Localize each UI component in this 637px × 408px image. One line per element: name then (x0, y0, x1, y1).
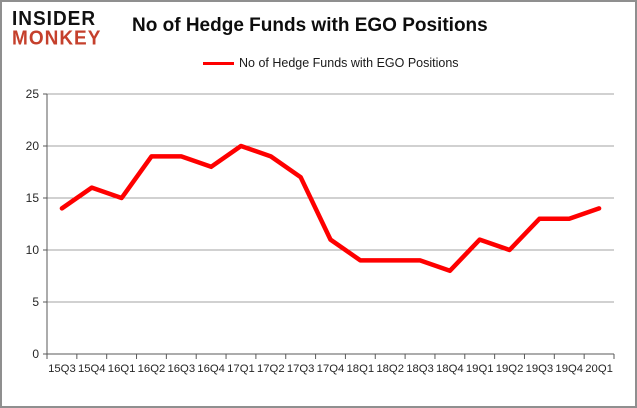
logo-text-insider: INSIDER (12, 7, 97, 30)
x-axis-label: 16Q2 (138, 363, 166, 375)
legend-label: No of Hedge Funds with EGO Positions (239, 56, 459, 70)
logo-text-monkey: MONKEY (12, 27, 102, 50)
x-axis-label: 19Q3 (526, 363, 554, 375)
x-axis-label: 16Q4 (197, 363, 225, 375)
x-axis-label: 19Q1 (466, 363, 494, 375)
y-axis-label: 0 (32, 347, 39, 361)
x-axis-label: 17Q3 (287, 363, 315, 375)
x-axis-label: 16Q1 (108, 363, 136, 375)
legend-line-swatch (203, 61, 234, 65)
insider-monkey-logo: INSIDER MONKEY (12, 7, 102, 50)
y-axis-label: 15 (26, 191, 40, 205)
x-axis-label: 19Q4 (555, 363, 583, 375)
y-axis-label: 20 (26, 139, 40, 153)
y-axis-label: 5 (32, 295, 39, 309)
y-axis-label: 10 (26, 243, 40, 257)
y-axis-label: 25 (26, 87, 40, 101)
data-line-series (59, 143, 602, 274)
x-axis-label: 20Q1 (585, 363, 613, 375)
x-axis-label: 17Q4 (317, 363, 345, 375)
x-axis-label: 17Q1 (227, 363, 255, 375)
x-axis-label: 17Q2 (257, 363, 285, 375)
x-axis-label: 19Q2 (496, 363, 524, 375)
x-axis-label: 18Q3 (406, 363, 434, 375)
x-axis-label: 18Q4 (436, 363, 464, 375)
chart-title: No of Hedge Funds with EGO Positions (132, 15, 488, 36)
legend: No of Hedge Funds with EGO Positions (203, 56, 459, 70)
x-axis-label: 15Q3 (48, 363, 76, 375)
x-axis-label: 16Q3 (167, 363, 195, 375)
x-axis-label: 18Q2 (376, 363, 404, 375)
x-axis-label: 15Q4 (78, 363, 106, 375)
x-axis-label: 18Q1 (347, 363, 375, 375)
